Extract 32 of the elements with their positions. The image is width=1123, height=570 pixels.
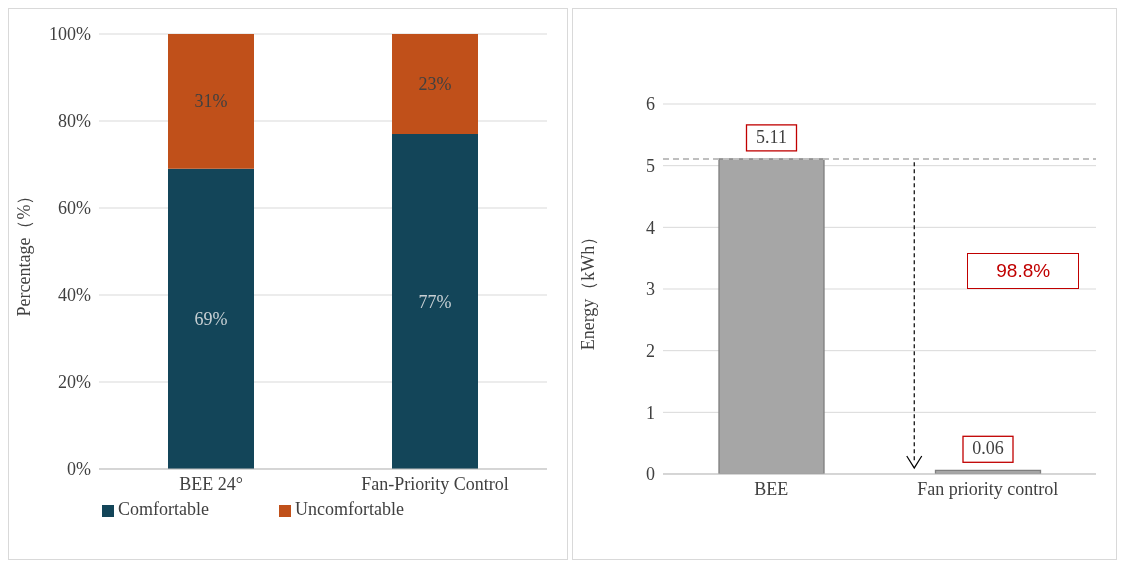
annotation: 98.8% <box>967 252 1080 289</box>
y-tick-label: 0% <box>67 459 91 480</box>
x-tick-label: Fan priority control <box>917 478 1059 499</box>
y-tick-label: 100% <box>49 24 91 45</box>
y-tick-label: 4 <box>646 217 655 238</box>
y-tick-label: 3 <box>646 279 655 300</box>
y-tick-label: 2 <box>646 341 655 362</box>
bar <box>392 34 478 135</box>
y-tick-label: 20% <box>58 372 91 393</box>
data-label: 0.06 <box>972 438 1004 459</box>
x-tick-label: BEE 24° <box>179 473 243 494</box>
data-label: 31% <box>194 91 228 112</box>
y-tick-label: 1 <box>646 402 655 423</box>
data-label: 77% <box>418 291 452 312</box>
y-tick-label: 60% <box>58 198 91 219</box>
y-axis-title: Energy（kWh） <box>578 227 599 351</box>
data-label: 69% <box>194 308 228 329</box>
data-label: 5.11 <box>756 126 787 147</box>
y-tick-label: 5 <box>646 156 655 177</box>
data-label: 23% <box>418 74 452 95</box>
y-axis-title: Percentage（%） <box>14 186 35 317</box>
bar <box>168 168 254 469</box>
y-tick-label: 80% <box>58 111 91 132</box>
y-tick-label: 0 <box>646 464 655 485</box>
legend-label: Comfortable <box>118 499 209 519</box>
x-tick-label: Fan-Priority Control <box>361 473 509 494</box>
y-tick-label: 40% <box>58 285 91 306</box>
y-tick-label: 6 <box>646 94 655 115</box>
bar <box>392 134 478 469</box>
bar <box>168 34 254 169</box>
legend-label: Uncomfortable <box>295 499 404 519</box>
x-tick-label: BEE <box>754 478 789 499</box>
